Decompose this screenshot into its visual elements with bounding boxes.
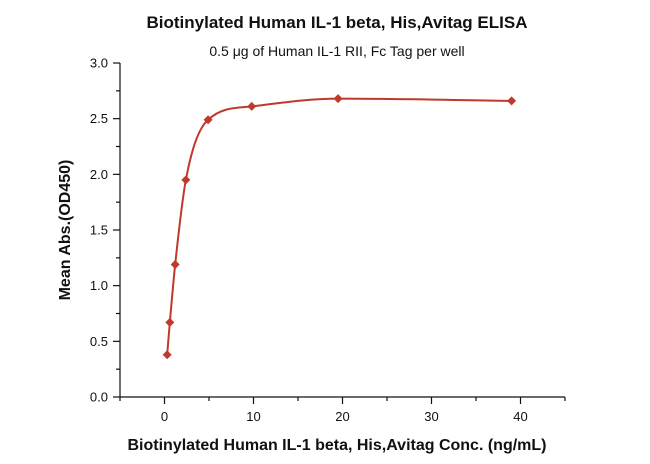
chart-subtitle: 0.5 μg of Human IL-1 RII, Fc Tag per wel…: [209, 43, 464, 59]
y-tick-label: 3.0: [90, 56, 108, 71]
data-point: [507, 96, 517, 106]
y-tick-label: 1.0: [90, 278, 108, 293]
data-point: [247, 101, 257, 111]
x-tick-label: 40: [513, 409, 527, 424]
x-axis-label: Biotinylated Human IL-1 beta, His,Avitag…: [128, 437, 547, 454]
x-axis-ticks: 0 10 20 30 40: [119, 397, 566, 424]
fit-curve: [166, 97, 512, 355]
y-tick-label: 2.0: [90, 167, 108, 182]
y-tick-label: 1.5: [90, 223, 108, 238]
data-point: [203, 115, 213, 125]
axes: [119, 63, 565, 398]
series: [162, 94, 517, 360]
chart-title: Biotinylated Human IL-1 beta, His,Avitag…: [147, 13, 528, 32]
data-point: [333, 94, 343, 104]
x-tick-label: 30: [424, 409, 438, 424]
data-point: [170, 260, 180, 270]
y-tick-label: 2.5: [90, 111, 108, 126]
data-point: [162, 350, 172, 360]
data-point: [165, 317, 175, 327]
x-tick-label: 10: [246, 409, 260, 424]
y-axis-ticks: 0.0 0.5 1.0 1.5 2.0 2.5 3.0: [90, 56, 120, 405]
y-axis-label: Mean Abs.(OD450): [57, 160, 74, 301]
data-point: [181, 175, 191, 185]
x-tick-label: 0: [161, 409, 168, 424]
y-tick-label: 0.5: [90, 334, 108, 349]
y-tick-label: 0.0: [90, 390, 108, 405]
x-tick-label: 20: [335, 409, 349, 424]
